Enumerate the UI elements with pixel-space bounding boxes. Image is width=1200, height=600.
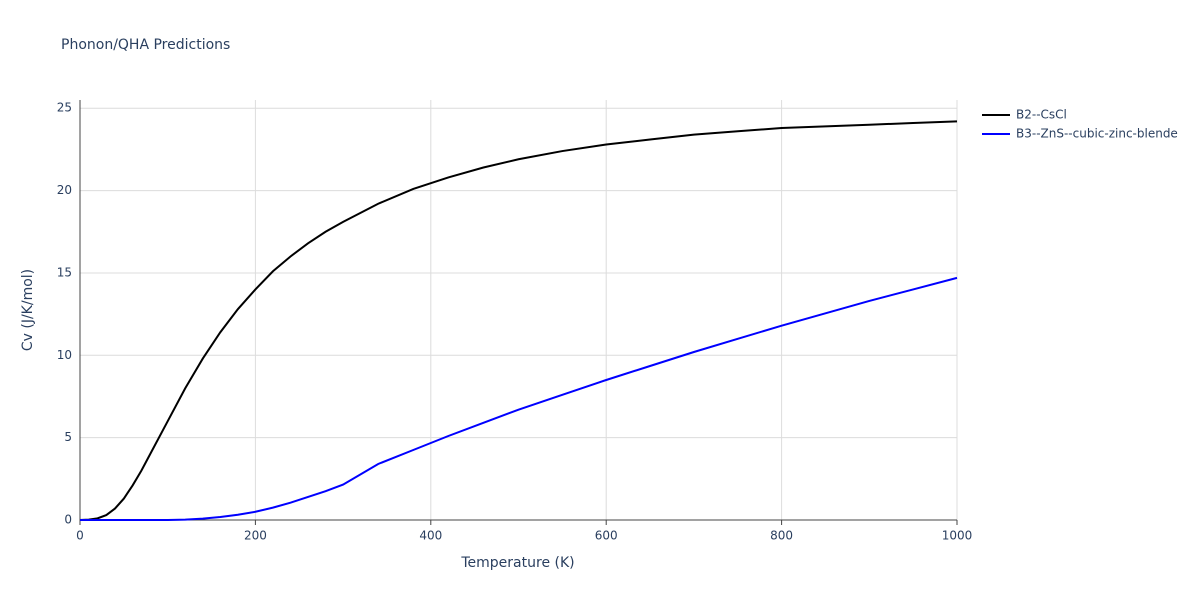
y-tick-label: 5 [64, 430, 72, 444]
x-tick-label: 200 [244, 529, 267, 543]
chart-title: Phonon/QHA Predictions [61, 37, 230, 53]
y-tick-label: 15 [57, 265, 72, 279]
series-line [79, 120, 958, 521]
x-tick-label: 600 [595, 529, 618, 543]
x-tick-label: 400 [419, 529, 442, 543]
legend-label: B3--ZnS--cubic-zinc-blende [1016, 127, 1178, 141]
x-tick-label: 1000 [942, 529, 973, 543]
series-line [80, 276, 958, 521]
y-tick-label: 0 [64, 513, 72, 527]
x-tick-label: 0 [76, 529, 84, 543]
y-tick-label: 20 [57, 183, 72, 197]
y-axis-label: Cv (J/K/mol) [20, 269, 36, 351]
legend-label: B2--CsCl [1016, 108, 1067, 122]
x-axis-label: Temperature (K) [460, 555, 574, 571]
y-tick-label: 25 [57, 101, 72, 115]
y-tick-label: 10 [57, 348, 72, 362]
x-tick-label: 800 [770, 529, 793, 543]
